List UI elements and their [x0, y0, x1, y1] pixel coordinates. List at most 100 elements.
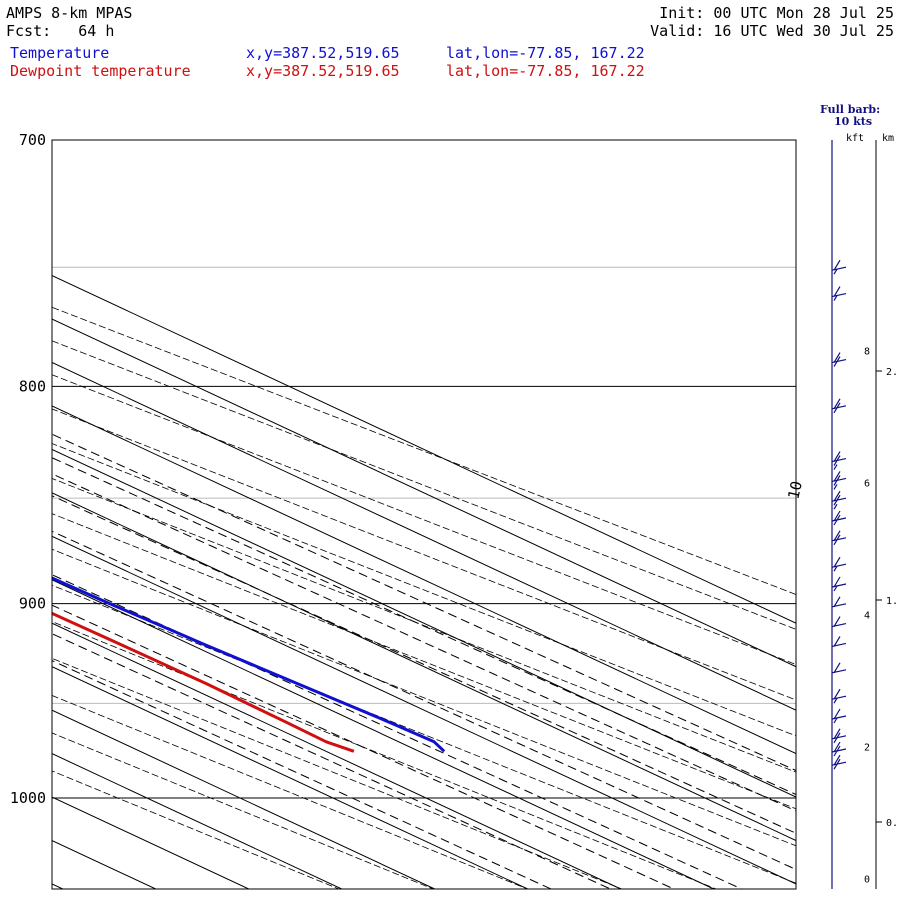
- isotherm: [52, 318, 796, 668]
- model-name: AMPS 8-km MPAS: [6, 4, 133, 22]
- dry-adiabat: [52, 513, 796, 810]
- height-kft-label: 4: [864, 610, 870, 621]
- dry-adiabat: [52, 732, 435, 889]
- dry-adiabat: [52, 477, 796, 773]
- wind-barb-full: [833, 732, 841, 744]
- isotherm: [52, 753, 342, 889]
- wind-barb: [831, 741, 847, 757]
- wind-barb-half: [833, 268, 838, 275]
- temperature-tick-label: 10: [784, 479, 806, 501]
- legend-dewpoint-latlon: lat,lon=-77.85, 167.22: [446, 62, 645, 80]
- wind-barb-full: [833, 286, 841, 297]
- isotherm: [52, 709, 435, 889]
- wind-barb-full: [833, 754, 841, 766]
- dewpoint-profile: [52, 611, 355, 753]
- init-time: Init: 00 UTC Mon 28 Jul 25: [659, 4, 894, 22]
- wind-barb-full: [833, 259, 841, 271]
- wind-barb: [831, 754, 847, 770]
- wind-barb: [831, 596, 847, 608]
- pressure-label: 800: [19, 377, 46, 395]
- isotherm: [52, 796, 249, 889]
- wind-barb-full: [833, 636, 841, 647]
- forecast-hour: Fcst: 64 h: [6, 22, 115, 40]
- isotherm: [52, 666, 528, 889]
- wind-barb-full: [833, 530, 841, 542]
- wind-barb-half: [833, 565, 838, 572]
- wind-barb-full: [833, 662, 841, 674]
- height-kft-label: 2: [864, 742, 870, 753]
- pressure-label: 1000: [10, 789, 46, 807]
- dry-adiabat: [52, 657, 623, 889]
- wind-barb-full: [833, 534, 841, 546]
- dry-adiabat: [52, 548, 796, 847]
- dry-adiabat: [52, 443, 796, 737]
- wind-barb-full: [833, 514, 841, 526]
- wind-barb-half: [833, 717, 838, 724]
- height-kft-label: 6: [864, 478, 870, 489]
- height-km-label: 0.: [886, 818, 898, 829]
- height-kft-label: 8: [864, 346, 870, 357]
- legend-temperature-latlon: lat,lon=-77.85, 167.22: [446, 44, 645, 62]
- wind-barb: [831, 688, 847, 704]
- pressure-label: 700: [19, 131, 46, 149]
- dry-adiabat: [52, 584, 796, 884]
- wind-barb: [831, 471, 847, 490]
- legend-dewpoint-xy: x,y=387.52,519.65: [246, 62, 400, 80]
- wind-barb-half: [833, 295, 838, 301]
- wind-barb: [831, 352, 847, 367]
- wind-barb: [831, 556, 847, 572]
- wind-barb-full: [833, 741, 841, 753]
- mixing-ratio-line: [52, 495, 796, 834]
- mixing-ratio-line: [52, 633, 612, 889]
- wind-barb-full: [833, 616, 841, 627]
- mixing-ratio-line: [52, 530, 796, 871]
- wind-barb: [831, 576, 847, 592]
- wind-barb-full: [833, 398, 841, 410]
- wind-barb-full: [833, 475, 841, 486]
- wind-barb-full: [833, 688, 841, 700]
- wind-barb-full: [833, 745, 841, 757]
- wind-barb-full: [833, 728, 841, 740]
- valid-time: Valid: 16 UTC Wed 30 Jul 25: [650, 22, 894, 40]
- wind-barb: [831, 636, 847, 647]
- dry-adiabat: [52, 694, 529, 889]
- wind-barb-full: [833, 708, 841, 720]
- wind-barb-full: [833, 451, 841, 462]
- wind-barb-full: [833, 494, 841, 506]
- wind-barb-full: [833, 471, 841, 482]
- wind-barb: [831, 490, 847, 510]
- wind-barb: [831, 616, 847, 628]
- isotherm: [52, 492, 796, 842]
- wind-barb-full: [833, 455, 841, 466]
- legend-dewpoint-label: Dewpoint temperature: [10, 62, 191, 80]
- isotherm: [52, 405, 796, 755]
- isotherm: [52, 275, 796, 624]
- wind-barb-full: [833, 596, 841, 608]
- wind-barb: [831, 398, 847, 414]
- wind-barb-full: [833, 576, 841, 588]
- barb-legend-kts: 10 kts: [834, 115, 873, 128]
- wind-barb-half: [833, 697, 838, 704]
- km-label: km: [882, 133, 895, 144]
- wind-barb: [831, 510, 847, 526]
- wind-barb-full: [833, 352, 841, 363]
- mixing-ratio-line: [52, 473, 796, 812]
- wind-barb-full: [833, 402, 841, 414]
- wind-barb-half: [833, 484, 838, 490]
- isotherm: [52, 448, 796, 798]
- isotherm: [52, 622, 621, 889]
- barb-legend-full: Full barb:: [820, 103, 881, 116]
- wind-barb: [831, 451, 847, 470]
- wind-barb-full: [833, 556, 841, 568]
- temperature-profile: [52, 576, 446, 753]
- wind-barb: [831, 530, 847, 546]
- wind-barb: [831, 286, 847, 301]
- isotherm: [52, 579, 714, 889]
- wind-barb-half: [833, 503, 838, 510]
- wind-barb-full: [833, 510, 841, 522]
- wind-barb-full: [833, 356, 841, 367]
- dry-adiabat: [52, 621, 718, 889]
- legend-temperature-label: Temperature: [10, 44, 110, 62]
- wind-barb-half: [833, 464, 838, 470]
